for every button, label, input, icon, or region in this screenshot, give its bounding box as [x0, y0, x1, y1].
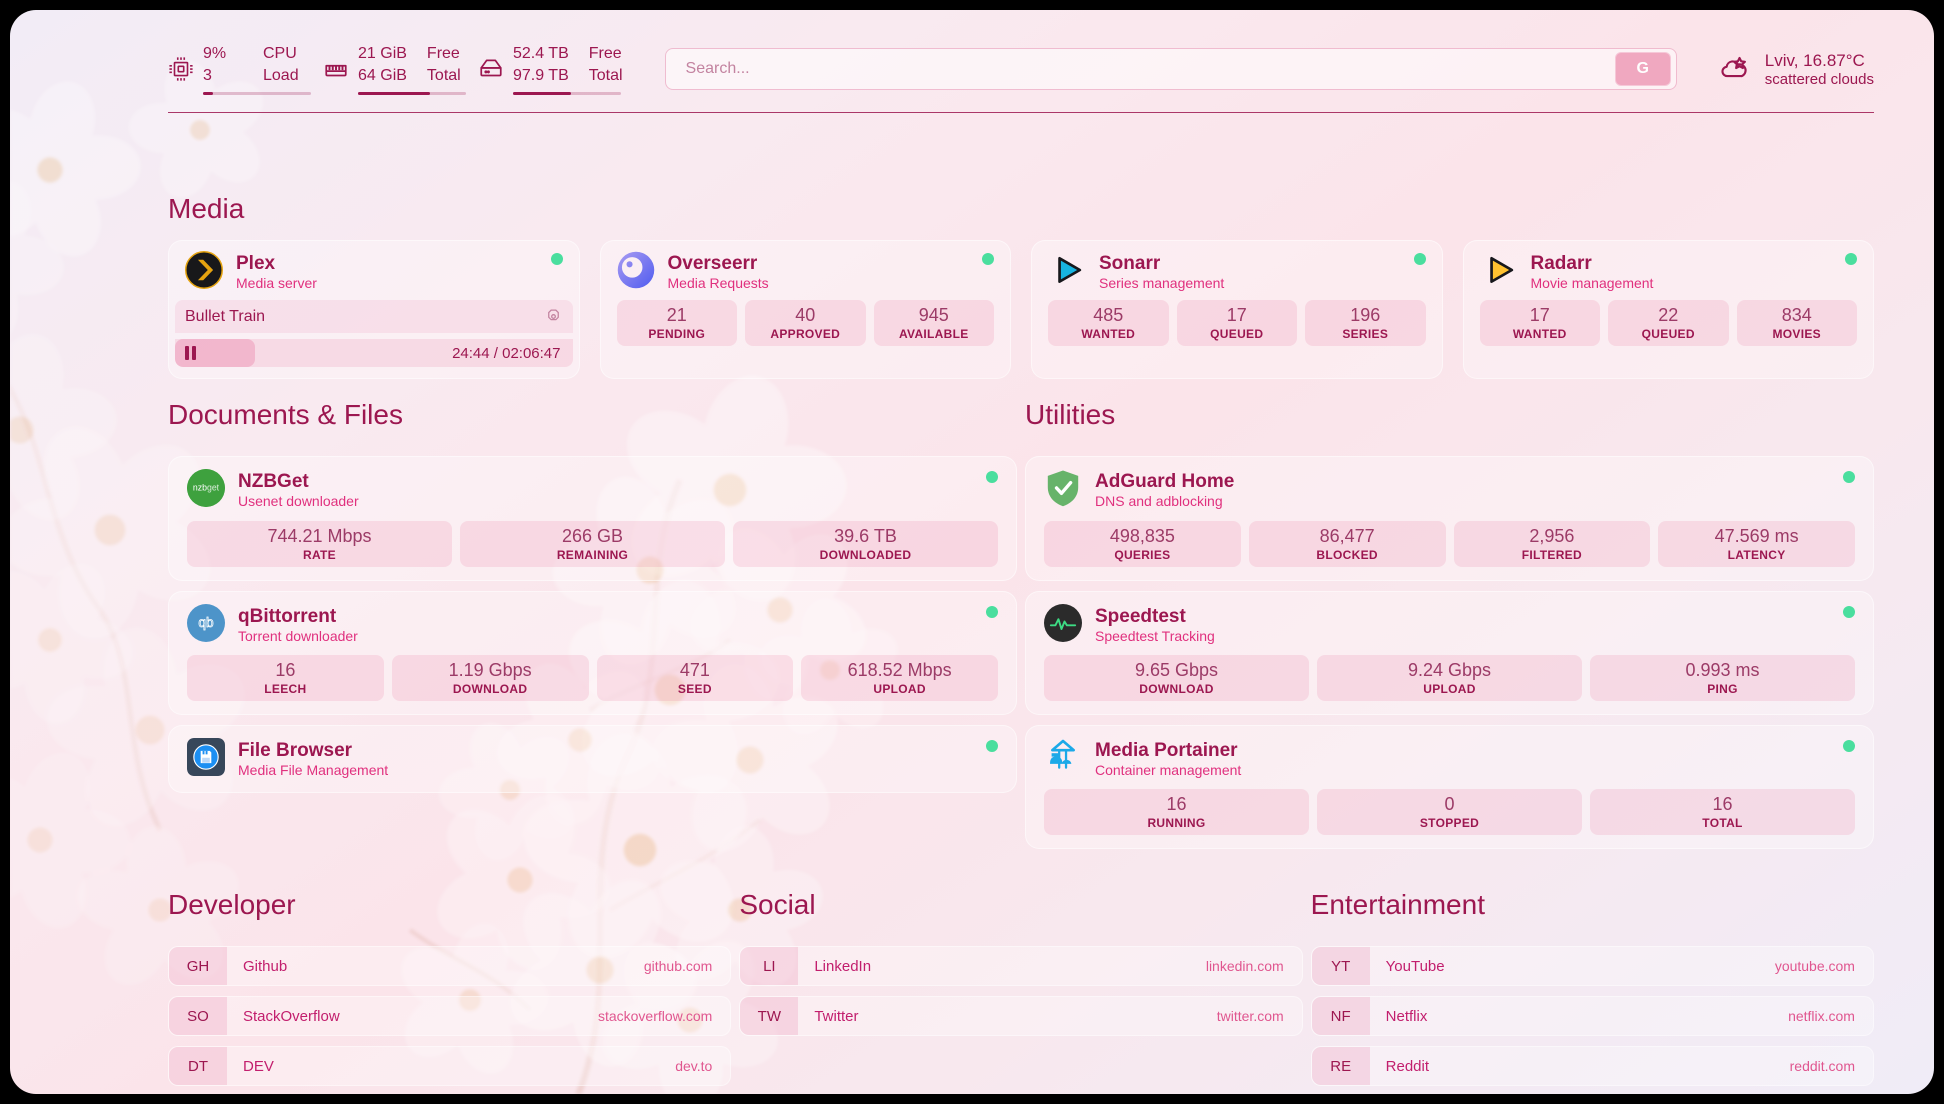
svg-text:nzbget: nzbget	[193, 483, 220, 493]
svg-text:qb: qb	[198, 615, 214, 630]
